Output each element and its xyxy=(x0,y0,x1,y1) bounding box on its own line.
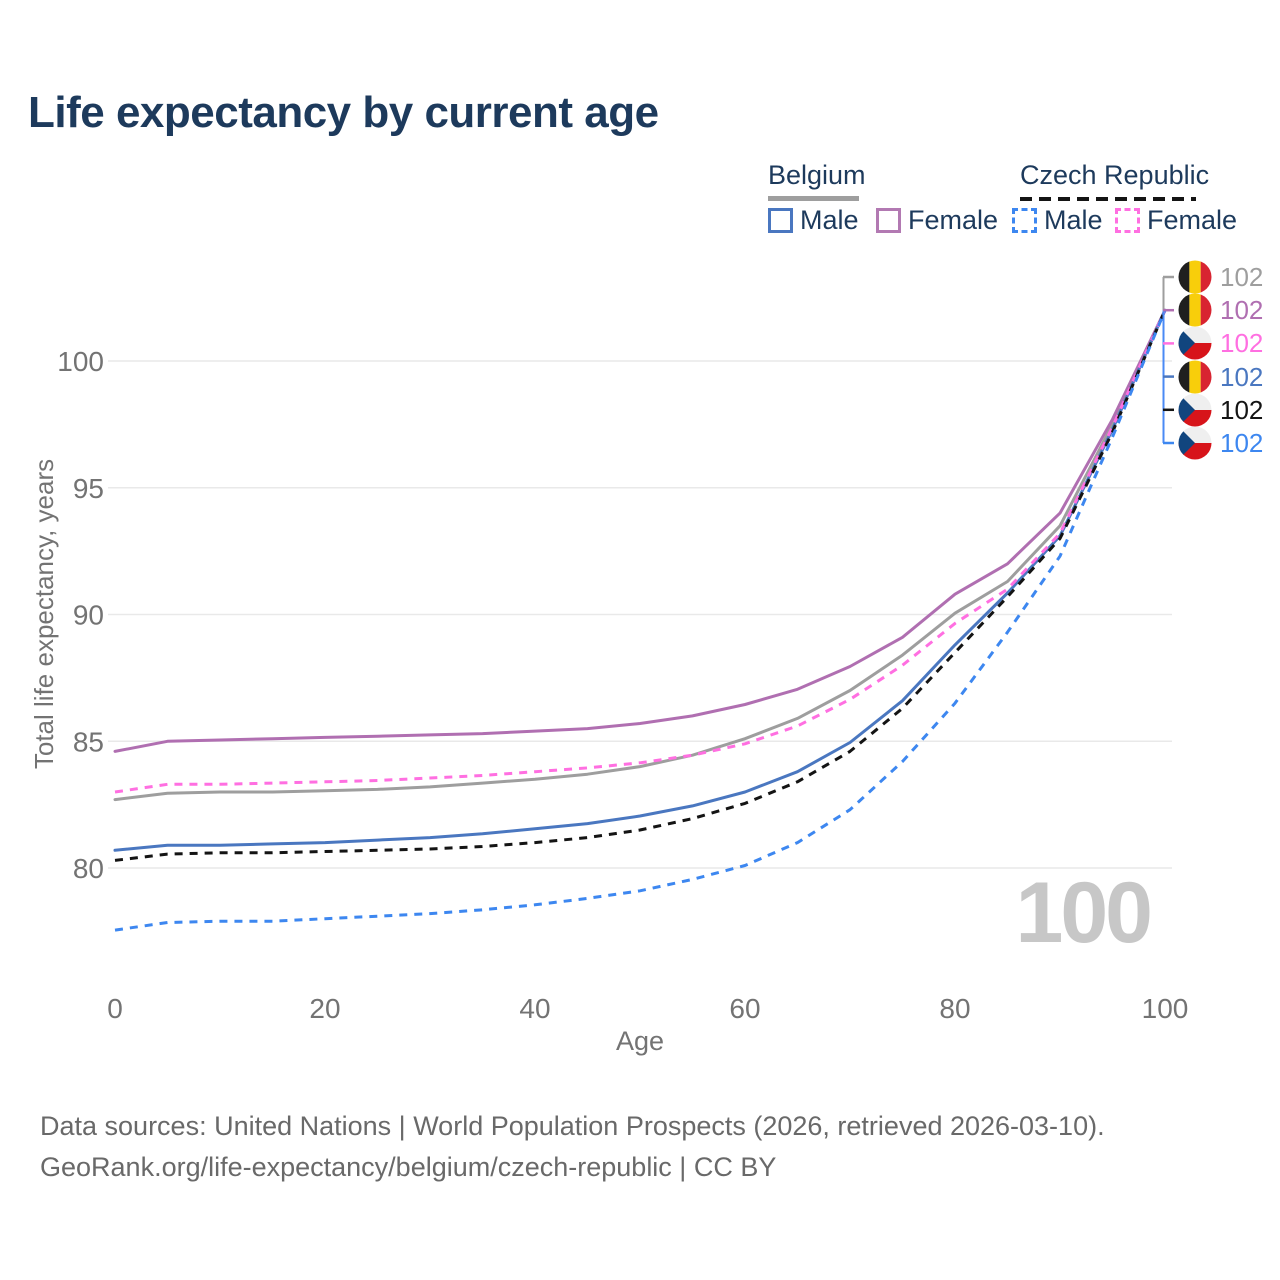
czech-female-swatch-icon xyxy=(1115,208,1140,233)
y-tick-label-80: 80 xyxy=(73,853,104,884)
series-line-belgium-female[interactable] xyxy=(113,308,1167,753)
series-end-value: 102 xyxy=(1220,295,1264,326)
series-end-label-row: 102 xyxy=(1178,393,1263,427)
x-tick-label-100: 100 xyxy=(1142,993,1189,1024)
series-line-czech-republic[interactable] xyxy=(114,309,1167,862)
series-end-value: 102 xyxy=(1220,262,1264,292)
series-line-belgium-male[interactable] xyxy=(113,308,1167,852)
series-end-label-row: 102 xyxy=(1178,360,1263,394)
series-end-value: 102 xyxy=(1220,361,1264,392)
belgium-flag-icon xyxy=(1178,360,1212,394)
legend-item-belgium-female[interactable]: Female xyxy=(876,205,998,236)
legend-item-label: Female xyxy=(908,205,999,235)
czech-republic-flag-icon xyxy=(1178,426,1212,460)
czech-male-swatch-icon xyxy=(1012,208,1037,233)
source-line-2: GeoRank.org/life-expectancy/belgium/czec… xyxy=(40,1152,777,1182)
czech-republic-flag-icon xyxy=(1178,326,1212,360)
series-end-value: 102 xyxy=(1220,328,1264,359)
legend-group-belgium-label: Belgium xyxy=(768,160,866,190)
series-end-value: 102 xyxy=(1220,394,1264,425)
x-axis-title: Age xyxy=(615,1026,665,1056)
series-line-czech-republic-male[interactable] xyxy=(114,309,1167,932)
y-axis-title: Total life expectancy, years xyxy=(29,458,59,770)
x-tick-label-20: 20 xyxy=(309,993,340,1024)
series-line-czech-republic-female[interactable] xyxy=(114,309,1167,794)
series-end-label-row: 102 xyxy=(1178,426,1263,460)
legend-item-label: Male xyxy=(1044,205,1103,235)
x-tick-label-40: 40 xyxy=(519,993,550,1024)
legend-item-czech-republic-male[interactable]: Male xyxy=(1012,205,1103,236)
x-tick-label-0: 0 xyxy=(107,993,123,1024)
y-tick-label-85: 85 xyxy=(73,726,104,757)
legend-belgium-line-swatch xyxy=(768,196,859,201)
y-tick-label-100: 100 xyxy=(57,346,104,377)
series-end-value: 102 xyxy=(1220,428,1264,458)
y-tick-label-90: 90 xyxy=(73,600,104,631)
series-line-belgium[interactable] xyxy=(113,308,1167,802)
page-title: Life expectancy by current age xyxy=(28,88,659,137)
belgium-male-swatch-icon xyxy=(768,208,793,233)
legend-czech-republic-line-swatch xyxy=(1020,197,1196,201)
series-end-label-row: 102 xyxy=(1178,293,1263,327)
series-end-label-row: 102 xyxy=(1178,326,1263,360)
source-footer: Data sources: United Nations | World Pop… xyxy=(40,1106,1105,1188)
legend-item-label: Male xyxy=(800,205,859,235)
belgium-flag-icon xyxy=(1178,260,1212,294)
x-tick-label-60: 60 xyxy=(729,993,760,1024)
x-tick-label-80: 80 xyxy=(939,993,970,1024)
belgium-flag-icon xyxy=(1178,293,1212,327)
source-line-1: Data sources: United Nations | World Pop… xyxy=(40,1111,1105,1141)
legend-group-czech-republic-label: Czech Republic xyxy=(1020,160,1210,190)
y-tick-label-95: 95 xyxy=(73,473,104,504)
age-counter-watermark: 100 xyxy=(1015,865,1153,961)
legend-item-belgium-male[interactable]: Male xyxy=(768,205,859,236)
legend-item-label: Female xyxy=(1147,205,1238,235)
czech-republic-flag-icon xyxy=(1178,393,1212,427)
legend-item-czech-republic-female[interactable]: Female xyxy=(1115,205,1237,236)
series-end-label-row: 102 xyxy=(1178,260,1263,294)
belgium-female-swatch-icon xyxy=(876,208,901,233)
